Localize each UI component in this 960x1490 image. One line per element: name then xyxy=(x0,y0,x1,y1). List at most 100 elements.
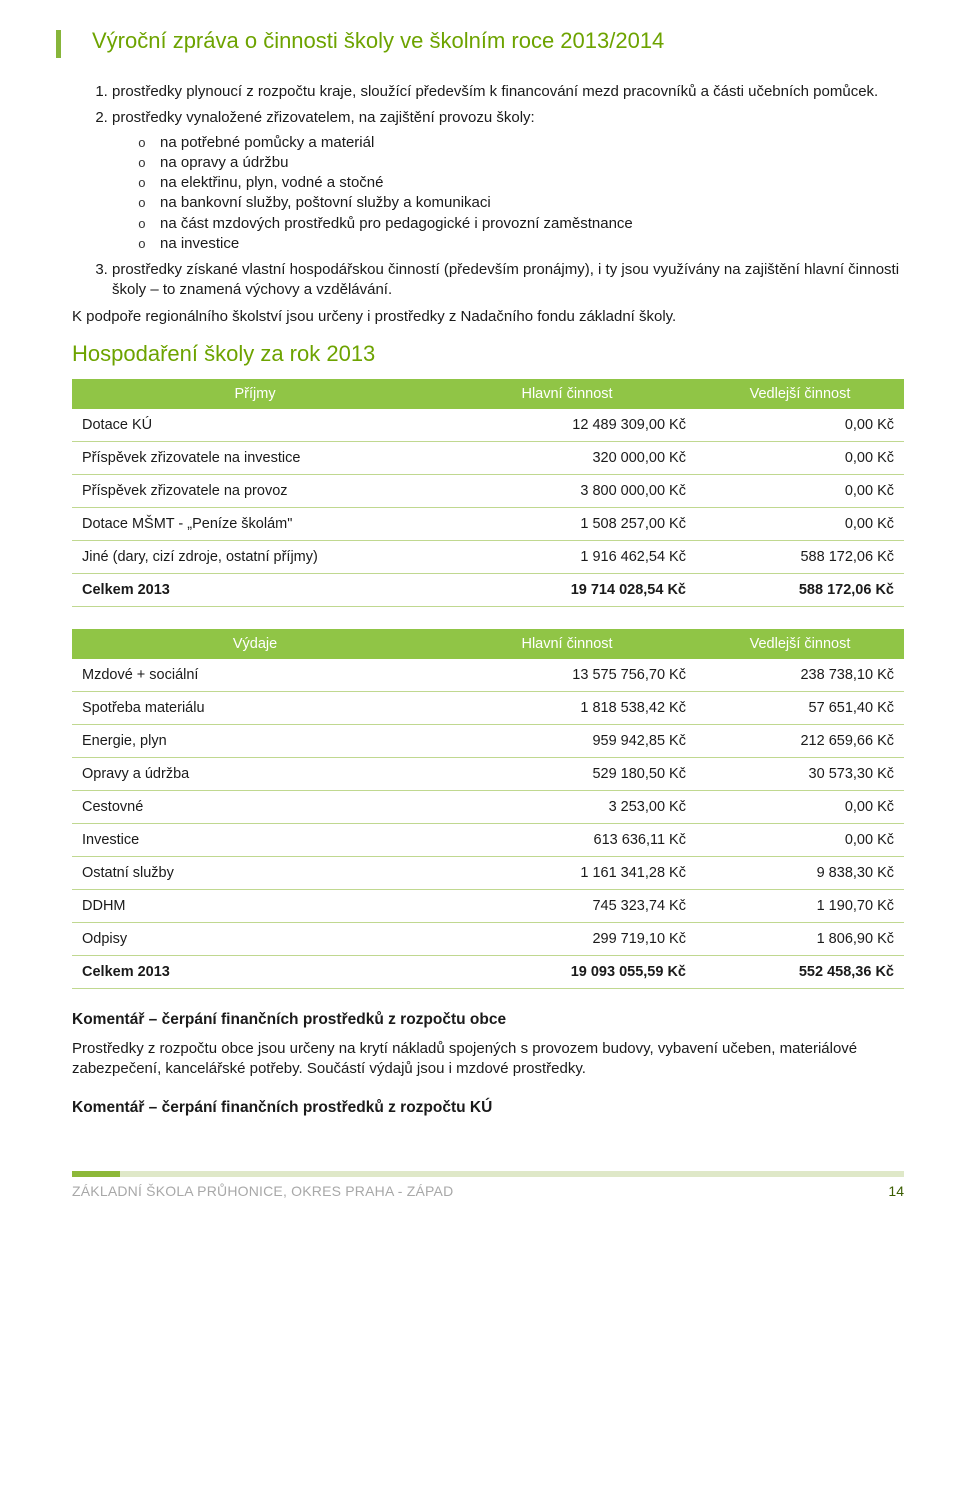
sub-item-text: na bankovní služby, poštovní služby a ko… xyxy=(160,194,491,211)
cell-main: 19 714 028,54 Kč xyxy=(438,573,696,606)
sub-item-text: na potřebné pomůcky a materiál xyxy=(160,134,374,151)
list-item: prostředky získané vlastní hospodářskou … xyxy=(112,260,904,301)
cell-side: 57 651,40 Kč xyxy=(696,691,904,724)
cell-main: 1 818 538,42 Kč xyxy=(438,691,696,724)
sub-list-item: na část mzdových prostředků pro pedagogi… xyxy=(138,214,904,234)
cell-side: 0,00 Kč xyxy=(696,507,904,540)
title-accent-bar xyxy=(56,30,61,58)
cell-main: 320 000,00 Kč xyxy=(438,441,696,474)
table-row: Příspěvek zřizovatele na provoz 3 800 00… xyxy=(72,474,904,507)
expense-table: Výdaje Hlavní činnost Vedlejší činnost M… xyxy=(72,629,904,989)
sub-list-item: na potřebné pomůcky a materiál xyxy=(138,133,904,153)
section-heading-finances: Hospodaření školy za rok 2013 xyxy=(72,341,904,367)
footer-row: ZÁKLADNÍ ŠKOLA PRŮHONICE, OKRES PRAHA - … xyxy=(72,1183,904,1199)
sub-list-item: na elektřinu, plyn, vodné a stočné xyxy=(138,173,904,193)
regional-support-paragraph: K podpoře regionálního školství jsou urč… xyxy=(72,307,904,327)
list-item-text: prostředky plynoucí z rozpočtu kraje, sl… xyxy=(112,83,878,100)
table-header-row: Příjmy Hlavní činnost Vedlejší činnost xyxy=(72,379,904,409)
cell-category: Opravy a údržba xyxy=(72,757,438,790)
document-title: Výroční zpráva o činnosti školy ve školn… xyxy=(92,28,904,54)
table-row: Spotřeba materiálu 1 818 538,42 Kč 57 65… xyxy=(72,691,904,724)
income-header-main: Hlavní činnost xyxy=(438,379,696,409)
page-footer: ZÁKLADNÍ ŠKOLA PRŮHONICE, OKRES PRAHA - … xyxy=(72,1171,904,1199)
table-row: Energie, plyn 959 942,85 Kč 212 659,66 K… xyxy=(72,724,904,757)
sub-item-text: na elektřinu, plyn, vodné a stočné xyxy=(160,174,383,191)
sub-list-item: na bankovní služby, poštovní služby a ko… xyxy=(138,193,904,213)
cell-category: Spotřeba materiálu xyxy=(72,691,438,724)
cell-main: 1 508 257,00 Kč xyxy=(438,507,696,540)
table-total-row: Celkem 2013 19 093 055,59 Kč 552 458,36 … xyxy=(72,955,904,988)
expense-header-main: Hlavní činnost xyxy=(438,629,696,659)
cell-category: Příspěvek zřizovatele na provoz xyxy=(72,474,438,507)
table-header-row: Výdaje Hlavní činnost Vedlejší činnost xyxy=(72,629,904,659)
sub-item-text: na opravy a údržbu xyxy=(160,154,288,171)
cell-side: 238 738,10 Kč xyxy=(696,659,904,692)
table-row: Opravy a údržba 529 180,50 Kč 30 573,30 … xyxy=(72,757,904,790)
cell-category: Dotace KÚ xyxy=(72,409,438,442)
cell-main: 3 253,00 Kč xyxy=(438,790,696,823)
page: Výroční zpráva o činnosti školy ve školn… xyxy=(0,0,960,1239)
cell-category: Jiné (dary, cizí zdroje, ostatní příjmy) xyxy=(72,540,438,573)
list-item-text: prostředky získané vlastní hospodářskou … xyxy=(112,261,899,298)
funding-sources-list: prostředky plynoucí z rozpočtu kraje, sl… xyxy=(112,82,904,301)
cell-main: 959 942,85 Kč xyxy=(438,724,696,757)
list-item: prostředky vynaložené zřizovatelem, na z… xyxy=(112,108,904,254)
cell-side: 0,00 Kč xyxy=(696,790,904,823)
cell-side: 0,00 Kč xyxy=(696,823,904,856)
table-row: Investice 613 636,11 Kč 0,00 Kč xyxy=(72,823,904,856)
sub-list-item: na investice xyxy=(138,234,904,254)
sub-list: na potřebné pomůcky a materiál na opravy… xyxy=(138,133,904,255)
cell-side: 1 190,70 Kč xyxy=(696,889,904,922)
cell-side: 588 172,06 Kč xyxy=(696,540,904,573)
table-row: Odpisy 299 719,10 Kč 1 806,90 Kč xyxy=(72,922,904,955)
cell-category: Ostatní služby xyxy=(72,856,438,889)
cell-category: Příspěvek zřizovatele na investice xyxy=(72,441,438,474)
table-row: Ostatní služby 1 161 341,28 Kč 9 838,30 … xyxy=(72,856,904,889)
list-item: prostředky plynoucí z rozpočtu kraje, sl… xyxy=(112,82,904,102)
cell-side: 30 573,30 Kč xyxy=(696,757,904,790)
commentary-heading-region: Komentář – čerpání finančních prostředků… xyxy=(72,1099,904,1117)
cell-main: 19 093 055,59 Kč xyxy=(438,955,696,988)
table-row: Cestovné 3 253,00 Kč 0,00 Kč xyxy=(72,790,904,823)
footer-bar-accent xyxy=(72,1171,120,1177)
table-row: Dotace KÚ 12 489 309,00 Kč 0,00 Kč xyxy=(72,409,904,442)
sub-list-item: na opravy a údržbu xyxy=(138,153,904,173)
cell-main: 613 636,11 Kč xyxy=(438,823,696,856)
list-item-text: prostředky vynaložené zřizovatelem, na z… xyxy=(112,109,535,126)
cell-main: 3 800 000,00 Kč xyxy=(438,474,696,507)
cell-main: 1 916 462,54 Kč xyxy=(438,540,696,573)
commentary-paragraph-municipality: Prostředky z rozpočtu obce jsou určeny n… xyxy=(72,1039,904,1080)
cell-side: 0,00 Kč xyxy=(696,441,904,474)
income-header-category: Příjmy xyxy=(72,379,438,409)
table-total-row: Celkem 2013 19 714 028,54 Kč 588 172,06 … xyxy=(72,573,904,606)
cell-category: Cestovné xyxy=(72,790,438,823)
cell-main: 12 489 309,00 Kč xyxy=(438,409,696,442)
income-header-side: Vedlejší činnost xyxy=(696,379,904,409)
cell-category: Celkem 2013 xyxy=(72,573,438,606)
commentary-heading-municipality: Komentář – čerpání finančních prostředků… xyxy=(72,1011,904,1029)
cell-main: 529 180,50 Kč xyxy=(438,757,696,790)
cell-category: Dotace MŠMT - „Peníze školám" xyxy=(72,507,438,540)
table-row: DDHM 745 323,74 Kč 1 190,70 Kč xyxy=(72,889,904,922)
cell-main: 13 575 756,70 Kč xyxy=(438,659,696,692)
cell-side: 9 838,30 Kč xyxy=(696,856,904,889)
table-row: Jiné (dary, cizí zdroje, ostatní příjmy)… xyxy=(72,540,904,573)
cell-category: Investice xyxy=(72,823,438,856)
cell-side: 212 659,66 Kč xyxy=(696,724,904,757)
cell-side: 0,00 Kč xyxy=(696,474,904,507)
expense-header-side: Vedlejší činnost xyxy=(696,629,904,659)
cell-category: Energie, plyn xyxy=(72,724,438,757)
cell-category: DDHM xyxy=(72,889,438,922)
table-row: Mzdové + sociální 13 575 756,70 Kč 238 7… xyxy=(72,659,904,692)
page-number: 14 xyxy=(888,1183,904,1199)
cell-main: 1 161 341,28 Kč xyxy=(438,856,696,889)
footer-bar xyxy=(72,1171,904,1177)
table-row: Příspěvek zřizovatele na investice 320 0… xyxy=(72,441,904,474)
cell-side: 0,00 Kč xyxy=(696,409,904,442)
cell-side: 552 458,36 Kč xyxy=(696,955,904,988)
footer-school-name: ZÁKLADNÍ ŠKOLA PRŮHONICE, OKRES PRAHA - … xyxy=(72,1183,453,1199)
sub-item-text: na část mzdových prostředků pro pedagogi… xyxy=(160,215,633,232)
sub-item-text: na investice xyxy=(160,235,239,252)
cell-side: 1 806,90 Kč xyxy=(696,922,904,955)
cell-main: 745 323,74 Kč xyxy=(438,889,696,922)
